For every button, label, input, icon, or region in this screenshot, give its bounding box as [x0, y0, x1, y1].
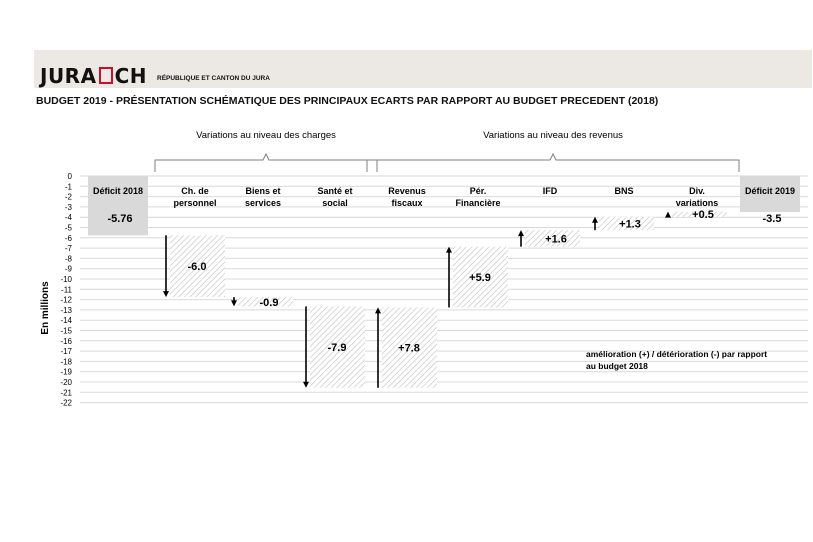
data-label: -3.5	[763, 213, 782, 225]
bar-total	[740, 176, 800, 213]
category-label: Déficit 2018	[93, 186, 143, 196]
category-label: Biens et	[245, 186, 280, 196]
bar-decrease	[238, 297, 293, 307]
data-label: +1.6	[545, 233, 567, 245]
category-label: Pér.	[470, 186, 487, 196]
chart-title: BUDGET 2019 - PRÉSENTATION SCHÉMATIQUE D…	[36, 95, 659, 107]
category-label: Santé et	[317, 186, 352, 196]
arrow-head	[446, 246, 452, 253]
y-tick-label: -6	[65, 234, 73, 243]
y-tick-label: -11	[61, 285, 73, 294]
y-tick-label: -12	[60, 296, 72, 305]
category-label: personnel	[173, 198, 216, 208]
y-tick-label: -14	[60, 316, 72, 325]
y-tick-label: -7	[65, 244, 73, 253]
arrow-head	[518, 230, 524, 237]
data-label: +7.8	[398, 343, 420, 355]
category-label: Déficit 2019	[745, 186, 795, 196]
category-label: Div.	[689, 186, 705, 196]
group-brace	[154, 152, 378, 172]
y-tick-label: -1	[65, 182, 73, 191]
category-label: services	[245, 198, 281, 208]
arrow-head	[375, 307, 381, 314]
category-label: social	[322, 198, 348, 208]
data-label: +1.3	[619, 218, 641, 230]
bar-increase	[599, 216, 654, 231]
data-label: -5.76	[107, 213, 132, 225]
data-label: -0.9	[260, 297, 279, 309]
y-tick-label: -21	[60, 388, 72, 397]
category-label: Financière	[455, 198, 500, 208]
y-tick-label: -16	[60, 337, 72, 346]
y-tick-label: -2	[65, 193, 73, 202]
bar-decrease	[170, 235, 225, 298]
category-label: fiscaux	[391, 198, 422, 208]
data-label: +5.9	[469, 272, 491, 284]
category-label: IFD	[543, 186, 558, 196]
y-tick-label: 0	[68, 172, 73, 181]
y-tick-label: -19	[60, 368, 72, 377]
arrow-head	[665, 211, 671, 218]
y-tick-label: -20	[60, 378, 72, 387]
y-tick-label: -18	[60, 357, 72, 366]
category-label: BNS	[614, 186, 633, 196]
data-label: -6.0	[188, 261, 207, 273]
group-label: Variations au niveau des charges	[196, 130, 336, 141]
y-axis-label: En millions	[40, 281, 51, 335]
arrow-head	[163, 291, 169, 298]
data-label: -7.9	[328, 342, 347, 354]
y-tick-label: -17	[60, 347, 72, 356]
y-tick-label: -5	[65, 224, 73, 233]
bar-increase	[672, 211, 727, 217]
y-tick-label: -10	[60, 275, 72, 284]
y-tick-label: -22	[60, 399, 72, 408]
category-label: variations	[676, 198, 719, 208]
bar-total	[88, 176, 148, 236]
logo-word-jura: JURA	[40, 64, 97, 88]
bar-increase	[525, 230, 580, 247]
y-tick-label: -3	[65, 203, 73, 212]
annotation-line-1: amélioration (+) / détérioration (-) par…	[586, 349, 767, 359]
logo-subtitle: RÉPUBLIQUE ET CANTON DU JURA	[157, 75, 270, 82]
arrow-head	[303, 381, 309, 388]
data-label: +0.5	[692, 209, 714, 221]
annotation-line-2: au budget 2018	[586, 361, 648, 371]
group-brace	[366, 152, 740, 172]
jura-crest-icon	[98, 67, 113, 84]
y-tick-label: -13	[60, 306, 72, 315]
bar-decrease	[310, 306, 365, 388]
category-label: Revenus	[388, 186, 426, 196]
logo-word-ch: CH	[114, 64, 147, 88]
bar-increase	[453, 246, 508, 308]
arrow-head	[231, 300, 237, 307]
y-tick-label: -15	[60, 327, 72, 336]
arrow-head	[592, 216, 598, 223]
jura-logo: JURA CH	[40, 64, 147, 88]
bar-increase	[382, 307, 437, 388]
group-label: Variations au niveau des revenus	[483, 130, 623, 141]
y-tick-label: -4	[65, 213, 73, 222]
category-label: Ch. de	[181, 186, 209, 196]
y-tick-label: -9	[65, 265, 73, 274]
y-tick-label: -8	[65, 254, 73, 263]
logo-text: JURA CH	[40, 64, 147, 88]
header-band	[34, 50, 812, 88]
